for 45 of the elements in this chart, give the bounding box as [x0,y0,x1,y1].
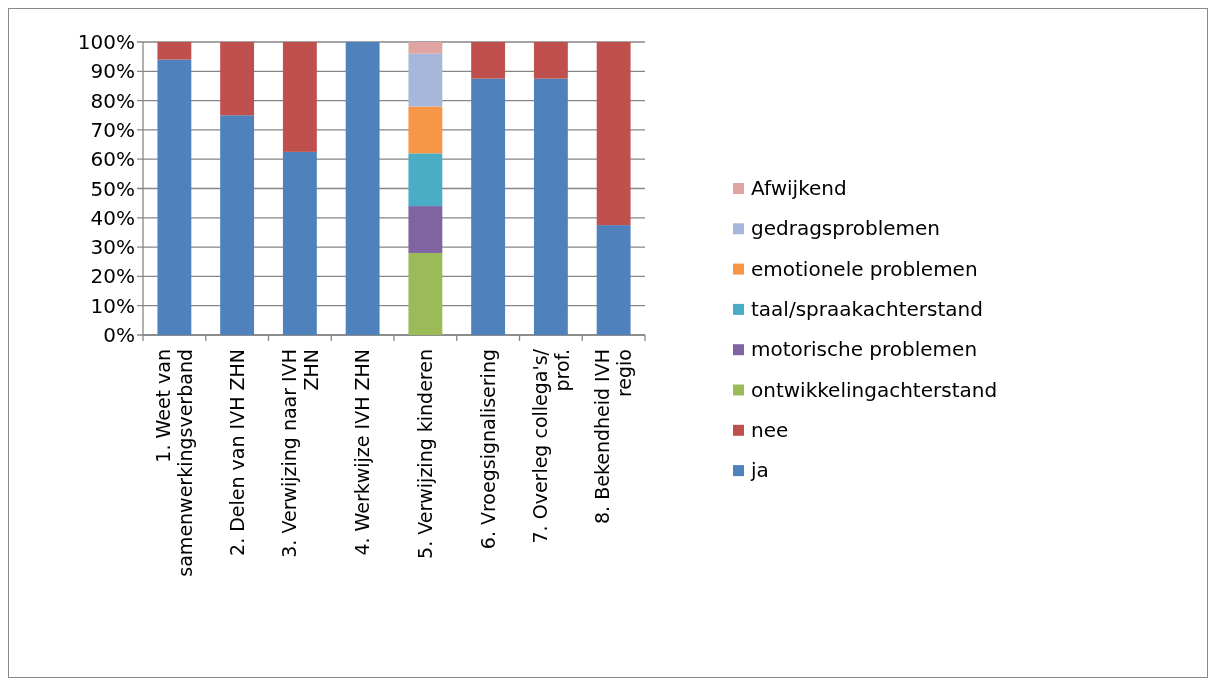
bar [471,42,506,79]
y-tick-label: 100% [77,30,135,54]
y-tick-label: 70% [90,117,135,142]
legend-label: ja [750,458,769,483]
x-tick-label: 5. Verwijzing kinderen [414,349,437,559]
bar [471,78,506,335]
legend-label: motorische problemen [751,337,978,362]
bar [220,42,255,116]
x-tick-label: 4. Werkwijze IVH ZHN [351,349,374,556]
y-tick-label: 50% [90,176,135,201]
legend-label: Afwijkend [751,176,847,200]
bar [408,42,443,54]
x-tick-label: 1. Weet van samenwerkingsverband [152,349,197,577]
y-tick-label: 60% [90,147,135,172]
y-tick-label: 20% [90,264,135,289]
bar [533,42,568,79]
y-tick-label: 30% [90,235,135,260]
bar [408,106,443,154]
bar [408,252,443,335]
bar [408,53,443,107]
y-tick-label: 0% [103,323,135,347]
bar [220,115,255,335]
y-tick-label: 40% [90,205,135,230]
bar [345,42,380,335]
x-tick-label: 2. Delen van IVH ZHN [225,349,248,556]
legend-label: ontwikkelingachterstand [751,377,998,402]
bar [157,42,192,60]
legend-label: emotionele problemen [751,256,978,281]
legend-label: gedragsproblemen [751,216,941,241]
bar [282,42,317,152]
y-tick-label: 80% [90,88,135,113]
bar [408,206,443,253]
bar [282,151,317,335]
legend-label: nee [751,417,789,442]
bar [533,78,568,335]
bar [596,42,631,226]
bar [596,225,631,335]
legend-label: taal/spraakachterstand [751,296,983,321]
y-tick-label: 90% [90,59,135,84]
x-tick-label: 6. Vroegsignalisering [476,349,499,550]
x-tick-label: 7. Overleg collega's/ prof. [528,348,573,544]
y-tick-label: 10% [90,293,135,318]
bar [157,59,192,335]
x-tick-label: 3. Verwijzing naar IVH ZHN [277,349,322,558]
bar [408,153,443,207]
